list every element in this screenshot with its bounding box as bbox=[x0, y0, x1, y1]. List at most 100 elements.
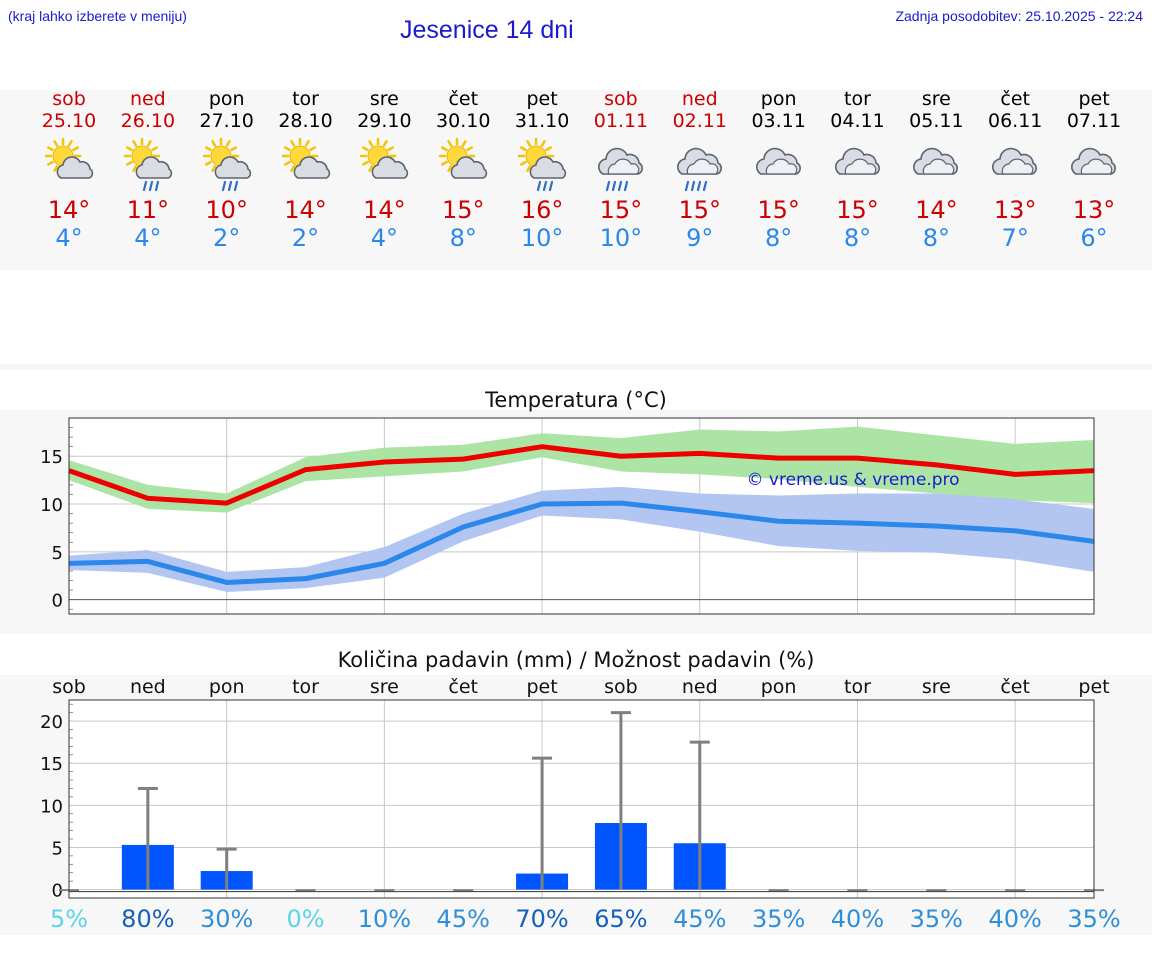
y-tick-label: 5 bbox=[52, 838, 63, 859]
y-tick-label: 5 bbox=[52, 543, 63, 564]
day-name: sre bbox=[921, 88, 951, 110]
precip-probability: 70% bbox=[515, 905, 568, 933]
plot-frame bbox=[68, 417, 1095, 615]
day-name: pet bbox=[526, 88, 558, 110]
day-name: sob bbox=[604, 88, 638, 110]
day-name: čet bbox=[1000, 88, 1030, 110]
temp-min: 8° bbox=[765, 224, 793, 252]
category-label: tor bbox=[292, 676, 319, 698]
y-tick-label: 10 bbox=[40, 495, 63, 516]
category-label: sob bbox=[604, 676, 638, 698]
precip-probability: 35% bbox=[910, 905, 963, 933]
temp-max: 14° bbox=[284, 196, 327, 224]
precip-probability: 40% bbox=[988, 905, 1041, 933]
plot-area bbox=[69, 700, 1094, 898]
region-menu-hint: (kraj lahko izberete v meniju) bbox=[8, 8, 187, 24]
category-label: ned bbox=[130, 676, 166, 698]
day-name: sob bbox=[52, 88, 86, 110]
day-column: ned 02.11 15° 9° bbox=[660, 88, 740, 252]
sun-cloud-icon bbox=[439, 138, 488, 179]
temp-min: 10° bbox=[599, 224, 643, 252]
sun-cloud-icon bbox=[281, 138, 330, 179]
temperature-chart-title: Temperatura (°C) bbox=[485, 388, 667, 412]
temp-max: 14° bbox=[915, 196, 958, 224]
day-name: ned bbox=[129, 88, 166, 110]
category-label: čet bbox=[1000, 676, 1030, 698]
precip-probability: 40% bbox=[831, 905, 884, 933]
precip-probability: 0% bbox=[286, 905, 324, 933]
temp-min: 9° bbox=[686, 224, 714, 252]
temp-min: 2° bbox=[213, 224, 241, 252]
temp-max: 14° bbox=[363, 196, 406, 224]
day-date: 01.11 bbox=[593, 110, 649, 132]
day-column: pon 27.10 10° 2° bbox=[187, 88, 267, 252]
sun-cloud-icon bbox=[44, 138, 94, 179]
day-date: 02.11 bbox=[672, 110, 727, 132]
temp-min: 8° bbox=[922, 224, 950, 252]
page-title: Jesenice 14 dni bbox=[400, 16, 574, 44]
cloud-icon bbox=[992, 147, 1038, 175]
max-temp-line bbox=[68, 444, 1095, 506]
temp-max: 15° bbox=[757, 196, 800, 224]
day-name: čet bbox=[448, 88, 479, 110]
temp-min: 8° bbox=[843, 224, 872, 252]
category-label: čet bbox=[448, 676, 478, 698]
day-column: čet 06.11 13° 7° bbox=[975, 88, 1055, 252]
cloud-icon bbox=[834, 147, 880, 175]
temp-min: 4° bbox=[370, 224, 399, 252]
day-date: 03.11 bbox=[751, 110, 806, 132]
temp-max: 15° bbox=[678, 196, 722, 224]
temp-min: 8° bbox=[449, 224, 477, 252]
temp-max: 11° bbox=[126, 196, 170, 224]
separator bbox=[0, 364, 1152, 370]
category-label: tor bbox=[844, 676, 871, 698]
cloud-icon bbox=[1071, 147, 1116, 175]
day-column: tor 04.11 15° 8° bbox=[818, 88, 898, 252]
precipitation-chart: sob ned pon tor sre čet pet sob ned pon tor sre čet p… bbox=[40, 676, 1121, 933]
precip-probability: 45% bbox=[437, 905, 490, 933]
cloud-rain-icon bbox=[676, 147, 722, 192]
category-label: pet bbox=[1078, 676, 1109, 698]
day-date: 25.10 bbox=[41, 110, 97, 132]
temp-max: 13° bbox=[993, 196, 1037, 224]
last-updated: Zadnja posodobitev: 25.10.2025 - 22:24 bbox=[895, 8, 1143, 24]
sun-cloud-rain-icon bbox=[202, 138, 251, 192]
y-tick-label: 20 bbox=[40, 712, 63, 733]
temp-max: 15° bbox=[599, 196, 643, 224]
temp-max: 10° bbox=[205, 196, 248, 224]
precipitation-chart-title: Količina padavin (mm) / Možnost padavin … bbox=[337, 648, 815, 672]
cloud-icon bbox=[755, 147, 801, 175]
precip-probability: 80% bbox=[121, 905, 174, 933]
category-label: pon bbox=[761, 676, 797, 698]
day-name: pet bbox=[1078, 88, 1110, 110]
day-column: sre 05.11 14° 8° bbox=[896, 88, 976, 252]
precip-probability: 35% bbox=[1067, 905, 1120, 933]
temperature-chart: 0 5 10 15 © vreme.us & vreme.pro bbox=[40, 417, 1095, 615]
temp-min: 2° bbox=[291, 224, 320, 252]
cloud-icon bbox=[913, 147, 959, 175]
day-name: pon bbox=[760, 88, 797, 110]
precip-probability: 65% bbox=[594, 905, 647, 933]
day-date: 07.11 bbox=[1066, 110, 1122, 132]
day-name: tor bbox=[292, 88, 319, 110]
min-temp-line bbox=[68, 500, 1095, 585]
temp-min: 10° bbox=[520, 224, 564, 252]
day-column: sre 29.10 14° 4° bbox=[344, 88, 424, 252]
day-column: čet 30.10 15° 8° bbox=[423, 88, 503, 252]
temp-min: 6° bbox=[1080, 224, 1108, 252]
precip-probability: 45% bbox=[673, 905, 726, 933]
day-name: tor bbox=[844, 88, 871, 110]
precip-probability: 30% bbox=[200, 905, 253, 933]
y-tick-label: 0 bbox=[52, 881, 63, 902]
category-label: sre bbox=[922, 676, 951, 698]
day-column: ned 26.10 11° 4° bbox=[108, 88, 188, 252]
day-date: 28.10 bbox=[278, 110, 333, 132]
temp-min: 4° bbox=[55, 224, 83, 252]
sun-cloud-rain-icon bbox=[123, 138, 173, 192]
temp-min: 4° bbox=[134, 224, 162, 252]
y-tick-label: 15 bbox=[40, 754, 63, 775]
category-label: sre bbox=[370, 676, 399, 698]
category-label: pet bbox=[526, 676, 557, 698]
day-column: sob 25.10 14° 4° bbox=[29, 88, 109, 252]
day-date: 26.10 bbox=[120, 110, 176, 132]
